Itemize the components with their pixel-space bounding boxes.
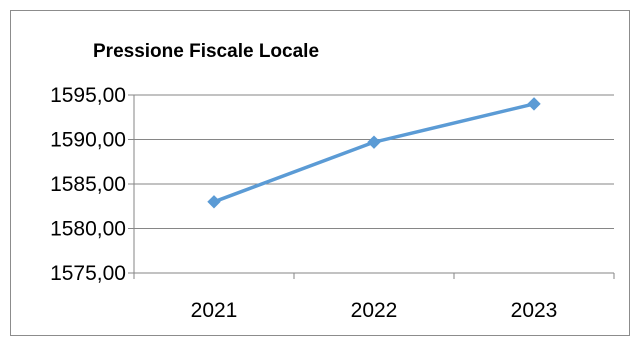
x-tick-label: 2023 xyxy=(511,299,558,322)
data-point-marker xyxy=(207,195,221,209)
chart-frame xyxy=(10,10,630,336)
x-tick-labels: 2021 2022 2023 xyxy=(191,299,558,322)
chart-title: Pressione Fiscale Locale xyxy=(93,41,319,62)
y-tick-label: 1595,00 xyxy=(50,84,126,107)
y-tick-label: 1580,00 xyxy=(50,218,126,241)
y-tick-labels: 1575,00 1580,00 1585,00 1590,00 1595,00 xyxy=(50,84,126,285)
gridlines xyxy=(134,94,614,274)
y-tick-label: 1585,00 xyxy=(50,173,126,196)
x-tick-label: 2022 xyxy=(351,299,398,322)
data-point-marker xyxy=(527,97,541,111)
series-line xyxy=(213,102,535,204)
x-tick-label: 2021 xyxy=(191,299,238,322)
y-tick-label: 1590,00 xyxy=(50,129,126,152)
y-tick-label: 1575,00 xyxy=(50,262,126,285)
axes xyxy=(128,94,615,279)
series-layer xyxy=(207,97,541,209)
data-point-marker xyxy=(367,135,381,149)
